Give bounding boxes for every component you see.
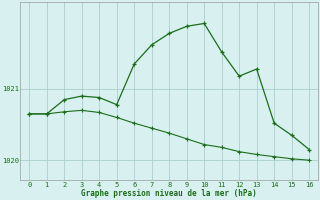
X-axis label: Graphe pression niveau de la mer (hPa): Graphe pression niveau de la mer (hPa) <box>81 189 257 198</box>
